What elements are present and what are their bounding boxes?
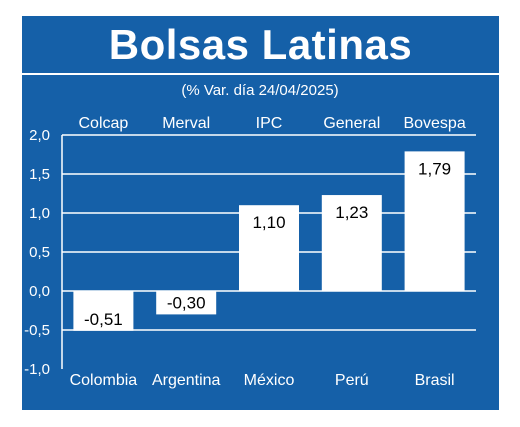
category-label: Brasil xyxy=(415,372,455,389)
bar xyxy=(73,291,134,331)
y-tick-label: -0,5 xyxy=(24,322,50,339)
data-label: 1,79 xyxy=(418,159,451,178)
bar xyxy=(404,151,465,291)
index-label: Colcap xyxy=(78,115,128,132)
y-tick-label: 1,5 xyxy=(29,166,50,183)
data-label: -0,51 xyxy=(84,310,123,329)
category-label: Argentina xyxy=(152,372,221,389)
category-label: Colombia xyxy=(70,372,138,389)
index-label: IPC xyxy=(256,115,283,132)
chart-title: Bolsas Latinas xyxy=(108,21,413,68)
title-banner: Bolsas Latinas xyxy=(22,16,499,75)
data-label: 1,10 xyxy=(252,213,285,232)
index-label: Bovespa xyxy=(403,115,465,132)
bar xyxy=(156,291,217,315)
y-tick-label: 2,0 xyxy=(29,127,50,144)
index-label: Merval xyxy=(162,115,210,132)
bar xyxy=(321,195,382,291)
bar xyxy=(239,205,299,291)
y-tick-label: 0,0 xyxy=(29,283,50,300)
y-tick-label: -1,0 xyxy=(24,361,50,378)
chart-subtitle: (% Var. día 24/04/2025) xyxy=(181,82,338,99)
data-label: -0,30 xyxy=(167,293,206,312)
category-label: México xyxy=(244,372,295,389)
index-label: General xyxy=(323,115,380,132)
data-label: 1,23 xyxy=(335,203,368,222)
y-tick-label: 0,5 xyxy=(29,244,50,261)
category-label: Perú xyxy=(335,372,369,389)
y-tick-label: 1,0 xyxy=(29,205,50,222)
